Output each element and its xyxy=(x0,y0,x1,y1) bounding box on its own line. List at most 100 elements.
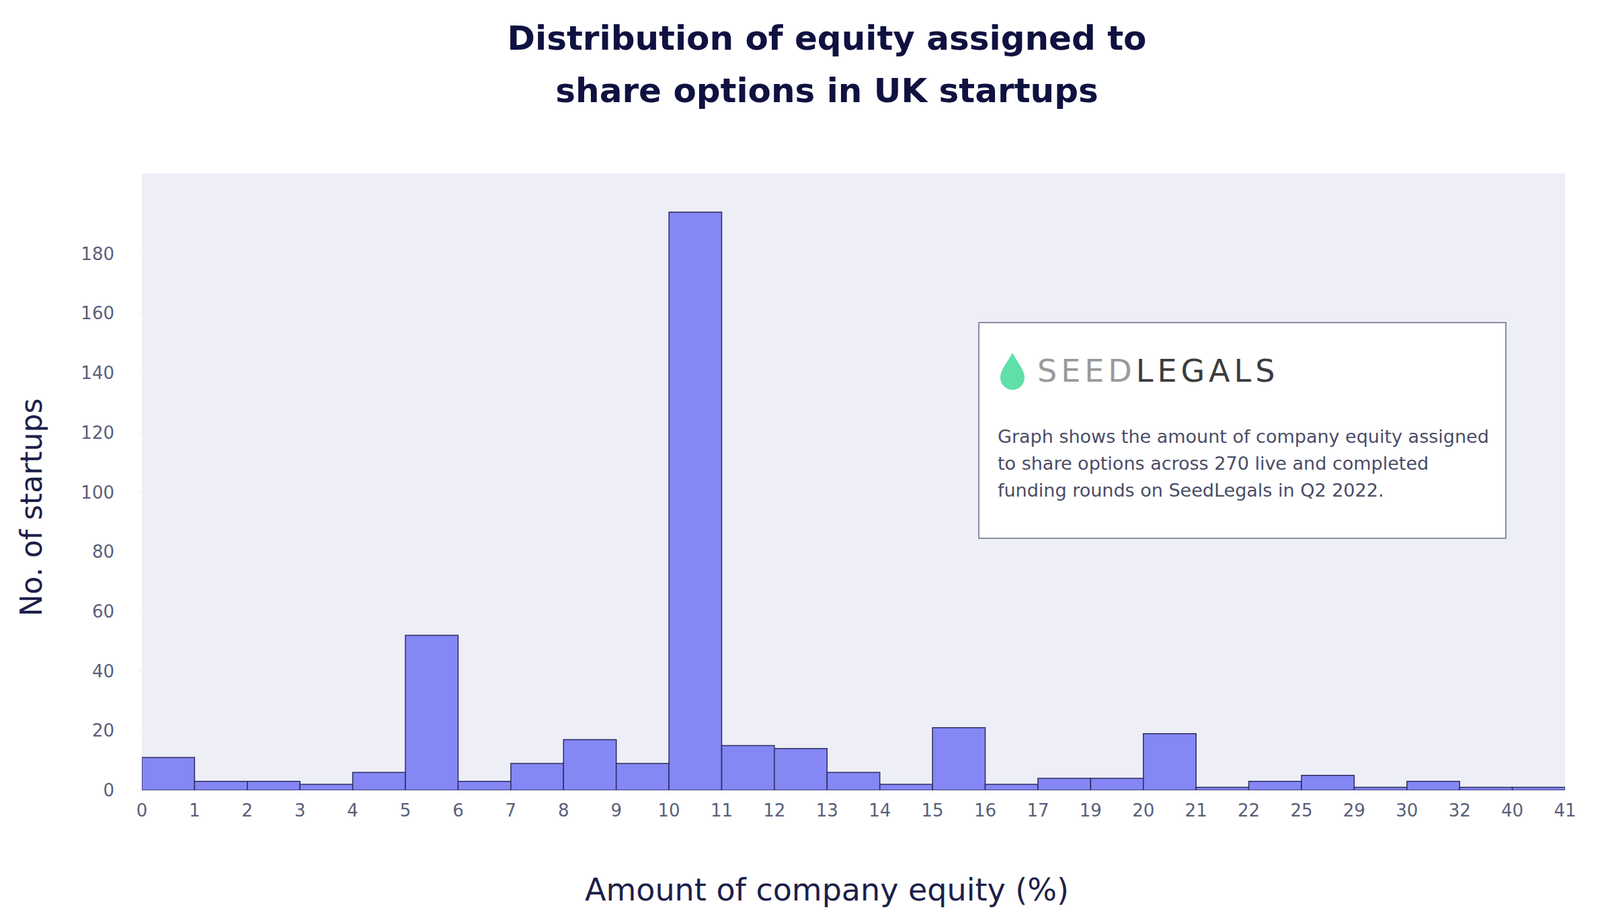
x-tick xyxy=(1090,790,1092,794)
x-tick-label: 29 xyxy=(1343,800,1366,821)
bars xyxy=(141,212,1566,791)
x-tick-label: 7 xyxy=(505,800,517,821)
x-tick-label: 10 xyxy=(658,800,681,821)
x-tick-label: 12 xyxy=(763,800,786,821)
y-tick xyxy=(137,253,142,255)
bar xyxy=(194,781,247,791)
bar xyxy=(1407,781,1460,791)
y-tick xyxy=(137,730,142,732)
x-tick-label: 22 xyxy=(1237,800,1260,821)
x-tick-label: 40 xyxy=(1501,800,1524,821)
y-tick-label: 120 xyxy=(80,422,115,444)
bar xyxy=(880,784,933,791)
logo-text: SEED xyxy=(1037,352,1137,390)
y-tick xyxy=(137,492,142,493)
x-tick xyxy=(826,790,828,794)
x-tick xyxy=(1142,790,1144,794)
bar xyxy=(405,635,458,791)
annotation-text: Graph shows the amount of company equity… xyxy=(997,426,1490,448)
bar xyxy=(774,748,827,791)
annotation-text: funding rounds on SeedLegals in Q2 2022. xyxy=(997,480,1384,501)
x-tick xyxy=(932,790,934,794)
y-tick-label: 40 xyxy=(92,661,115,682)
x-tick xyxy=(1248,790,1250,794)
y-tick-label: 20 xyxy=(92,720,115,741)
x-tick-label: 2 xyxy=(242,800,254,821)
x-tick-label: 13 xyxy=(816,800,839,821)
x-tick xyxy=(773,790,775,794)
bar xyxy=(1512,787,1566,791)
bar xyxy=(141,757,195,791)
bar xyxy=(1195,787,1249,791)
x-tick-label: 15 xyxy=(921,800,944,821)
x-tick-label: 30 xyxy=(1395,800,1418,821)
x-tick-label: 1 xyxy=(188,800,201,821)
bar xyxy=(1301,775,1354,791)
logo-drop xyxy=(1000,352,1025,390)
x-tick xyxy=(615,790,617,794)
y-tick xyxy=(137,551,142,553)
y-tick-label: 160 xyxy=(80,303,115,324)
x-tick-label: 8 xyxy=(557,800,570,821)
bar xyxy=(1090,778,1143,791)
y-tick-label: 100 xyxy=(80,482,115,503)
x-tick xyxy=(246,790,248,794)
x-tick-label: 14 xyxy=(868,800,891,821)
x-tick xyxy=(1353,790,1355,794)
title: share options in UK startups xyxy=(555,71,1098,111)
x-tick-label: 5 xyxy=(400,800,412,821)
x-tick xyxy=(1406,790,1408,794)
bar xyxy=(668,212,722,791)
bar xyxy=(1143,734,1196,791)
x-tick xyxy=(1300,790,1302,794)
bar xyxy=(299,784,353,791)
bar xyxy=(247,781,300,791)
x-tick-label: 19 xyxy=(1079,800,1102,821)
bar xyxy=(563,740,616,791)
logo: SEEDLEGALS xyxy=(1037,352,1279,390)
y-tick-label: 0 xyxy=(102,780,115,801)
y-tick-label: 80 xyxy=(92,541,115,563)
bar xyxy=(1249,781,1302,791)
bar xyxy=(457,781,511,791)
x-tick xyxy=(879,790,880,794)
x-tick xyxy=(457,790,459,794)
x-tick xyxy=(1195,790,1197,794)
y-tick xyxy=(137,432,142,433)
y-tick xyxy=(137,373,142,374)
x-tick-label: 32 xyxy=(1448,800,1471,821)
x-tick xyxy=(668,790,670,794)
x-tick-label: 6 xyxy=(452,800,464,821)
bar xyxy=(352,772,406,791)
x-tick xyxy=(141,790,143,794)
bar xyxy=(510,763,564,791)
plot-area xyxy=(141,173,1566,791)
x-tick xyxy=(299,790,301,794)
bar xyxy=(826,772,880,791)
x-tick-label: 41 xyxy=(1553,800,1576,821)
bar xyxy=(985,784,1038,791)
y-axis-label: No. of startups xyxy=(14,398,49,618)
x-tick-label: 17 xyxy=(1026,800,1049,821)
bar xyxy=(1353,787,1407,791)
x-tick xyxy=(405,790,407,794)
x-axis-label: Amount of company equity (%) xyxy=(584,871,1069,909)
x-tick xyxy=(194,790,195,794)
y-tick-label: 140 xyxy=(80,363,115,384)
x-tick xyxy=(510,790,511,794)
annotation-box xyxy=(978,322,1506,539)
x-tick xyxy=(984,790,986,794)
x-tick xyxy=(1511,790,1513,794)
title: Distribution of equity assigned to xyxy=(507,18,1147,58)
bar xyxy=(1037,778,1091,791)
x-tick-label: 20 xyxy=(1132,800,1155,821)
x-tick xyxy=(1459,790,1461,794)
logo-text: LEGALS xyxy=(1136,352,1280,390)
x-tick xyxy=(563,790,565,794)
x-tick-label: 11 xyxy=(710,800,733,821)
x-tick-label: 16 xyxy=(974,800,997,821)
y-tick xyxy=(137,313,142,314)
y-tick xyxy=(137,670,142,672)
x-tick-label: 3 xyxy=(294,800,306,821)
x-tick-label: 21 xyxy=(1185,800,1208,821)
